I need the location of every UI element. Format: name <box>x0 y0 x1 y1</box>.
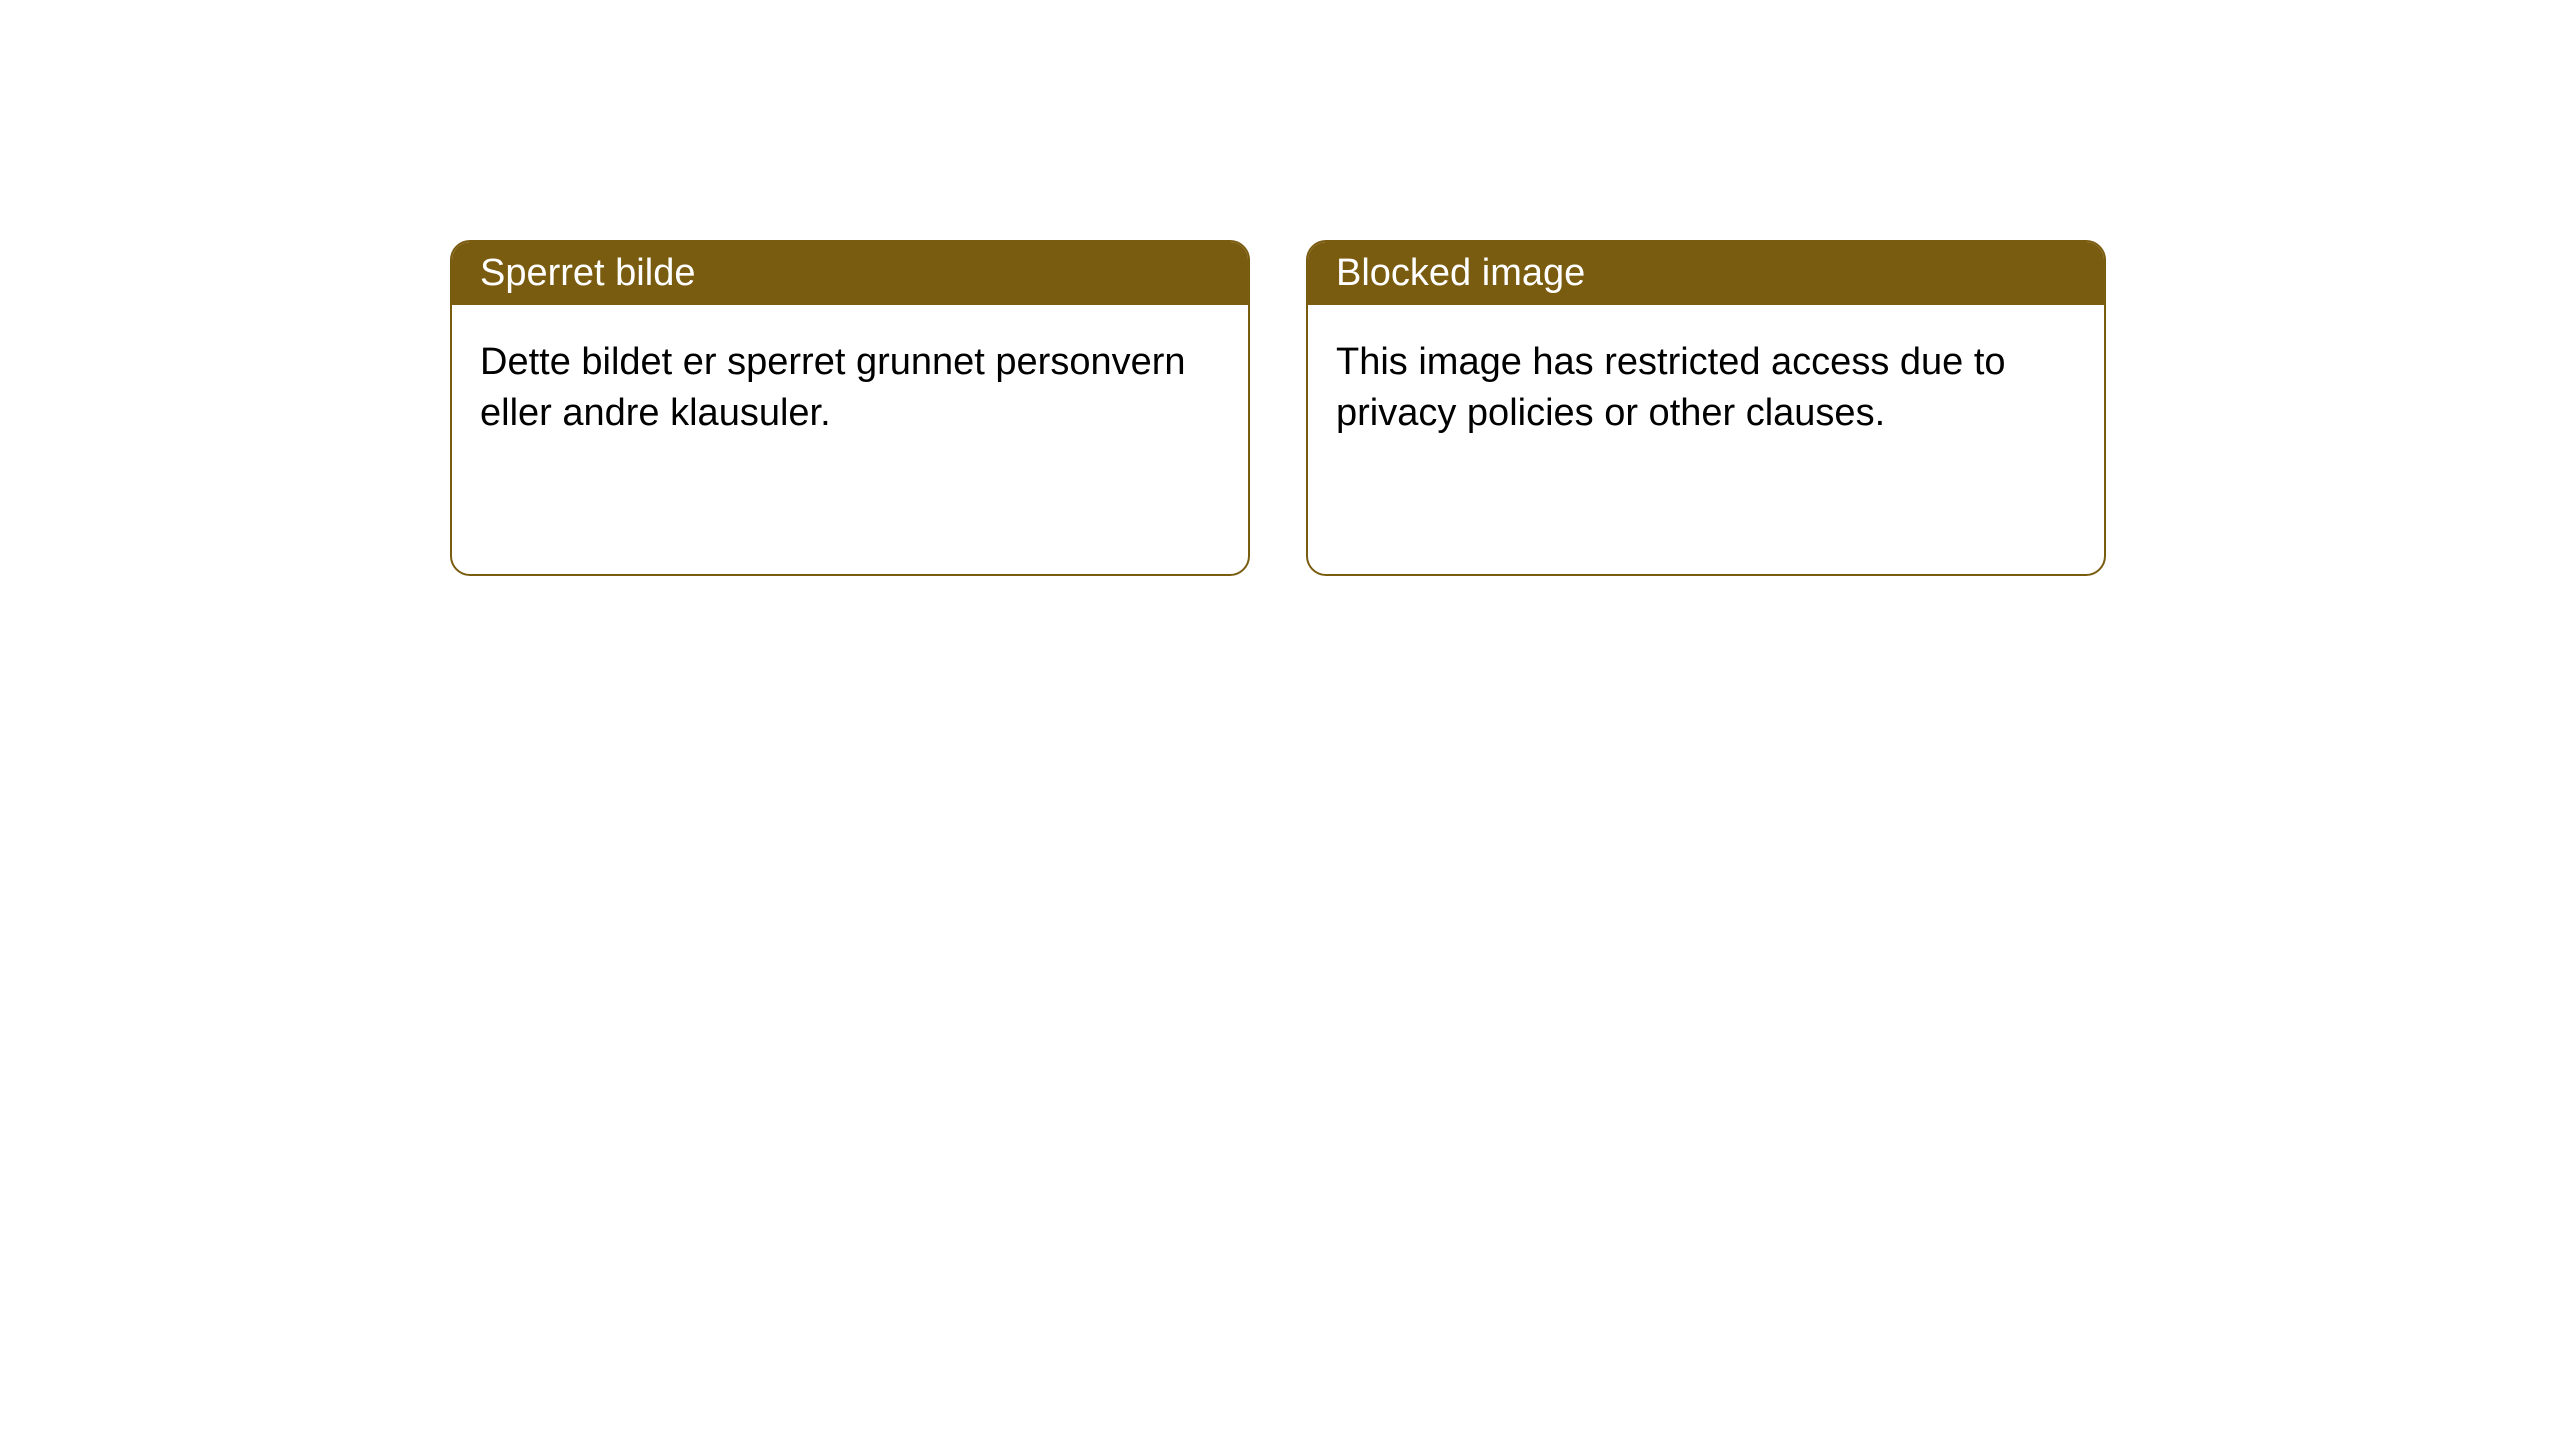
card-body-text: This image has restricted access due to … <box>1336 341 2006 434</box>
card-title: Blocked image <box>1336 252 1585 294</box>
card-title: Sperret bilde <box>480 252 695 294</box>
notice-cards-container: Sperret bilde Dette bildet er sperret gr… <box>450 240 2106 576</box>
card-body: Dette bildet er sperret grunnet personve… <box>452 305 1248 472</box>
card-body-text: Dette bildet er sperret grunnet personve… <box>480 341 1186 434</box>
blocked-image-card-no: Sperret bilde Dette bildet er sperret gr… <box>450 240 1250 576</box>
card-body: This image has restricted access due to … <box>1308 305 2104 472</box>
blocked-image-card-en: Blocked image This image has restricted … <box>1306 240 2106 576</box>
card-header: Blocked image <box>1308 242 2104 305</box>
card-header: Sperret bilde <box>452 242 1248 305</box>
